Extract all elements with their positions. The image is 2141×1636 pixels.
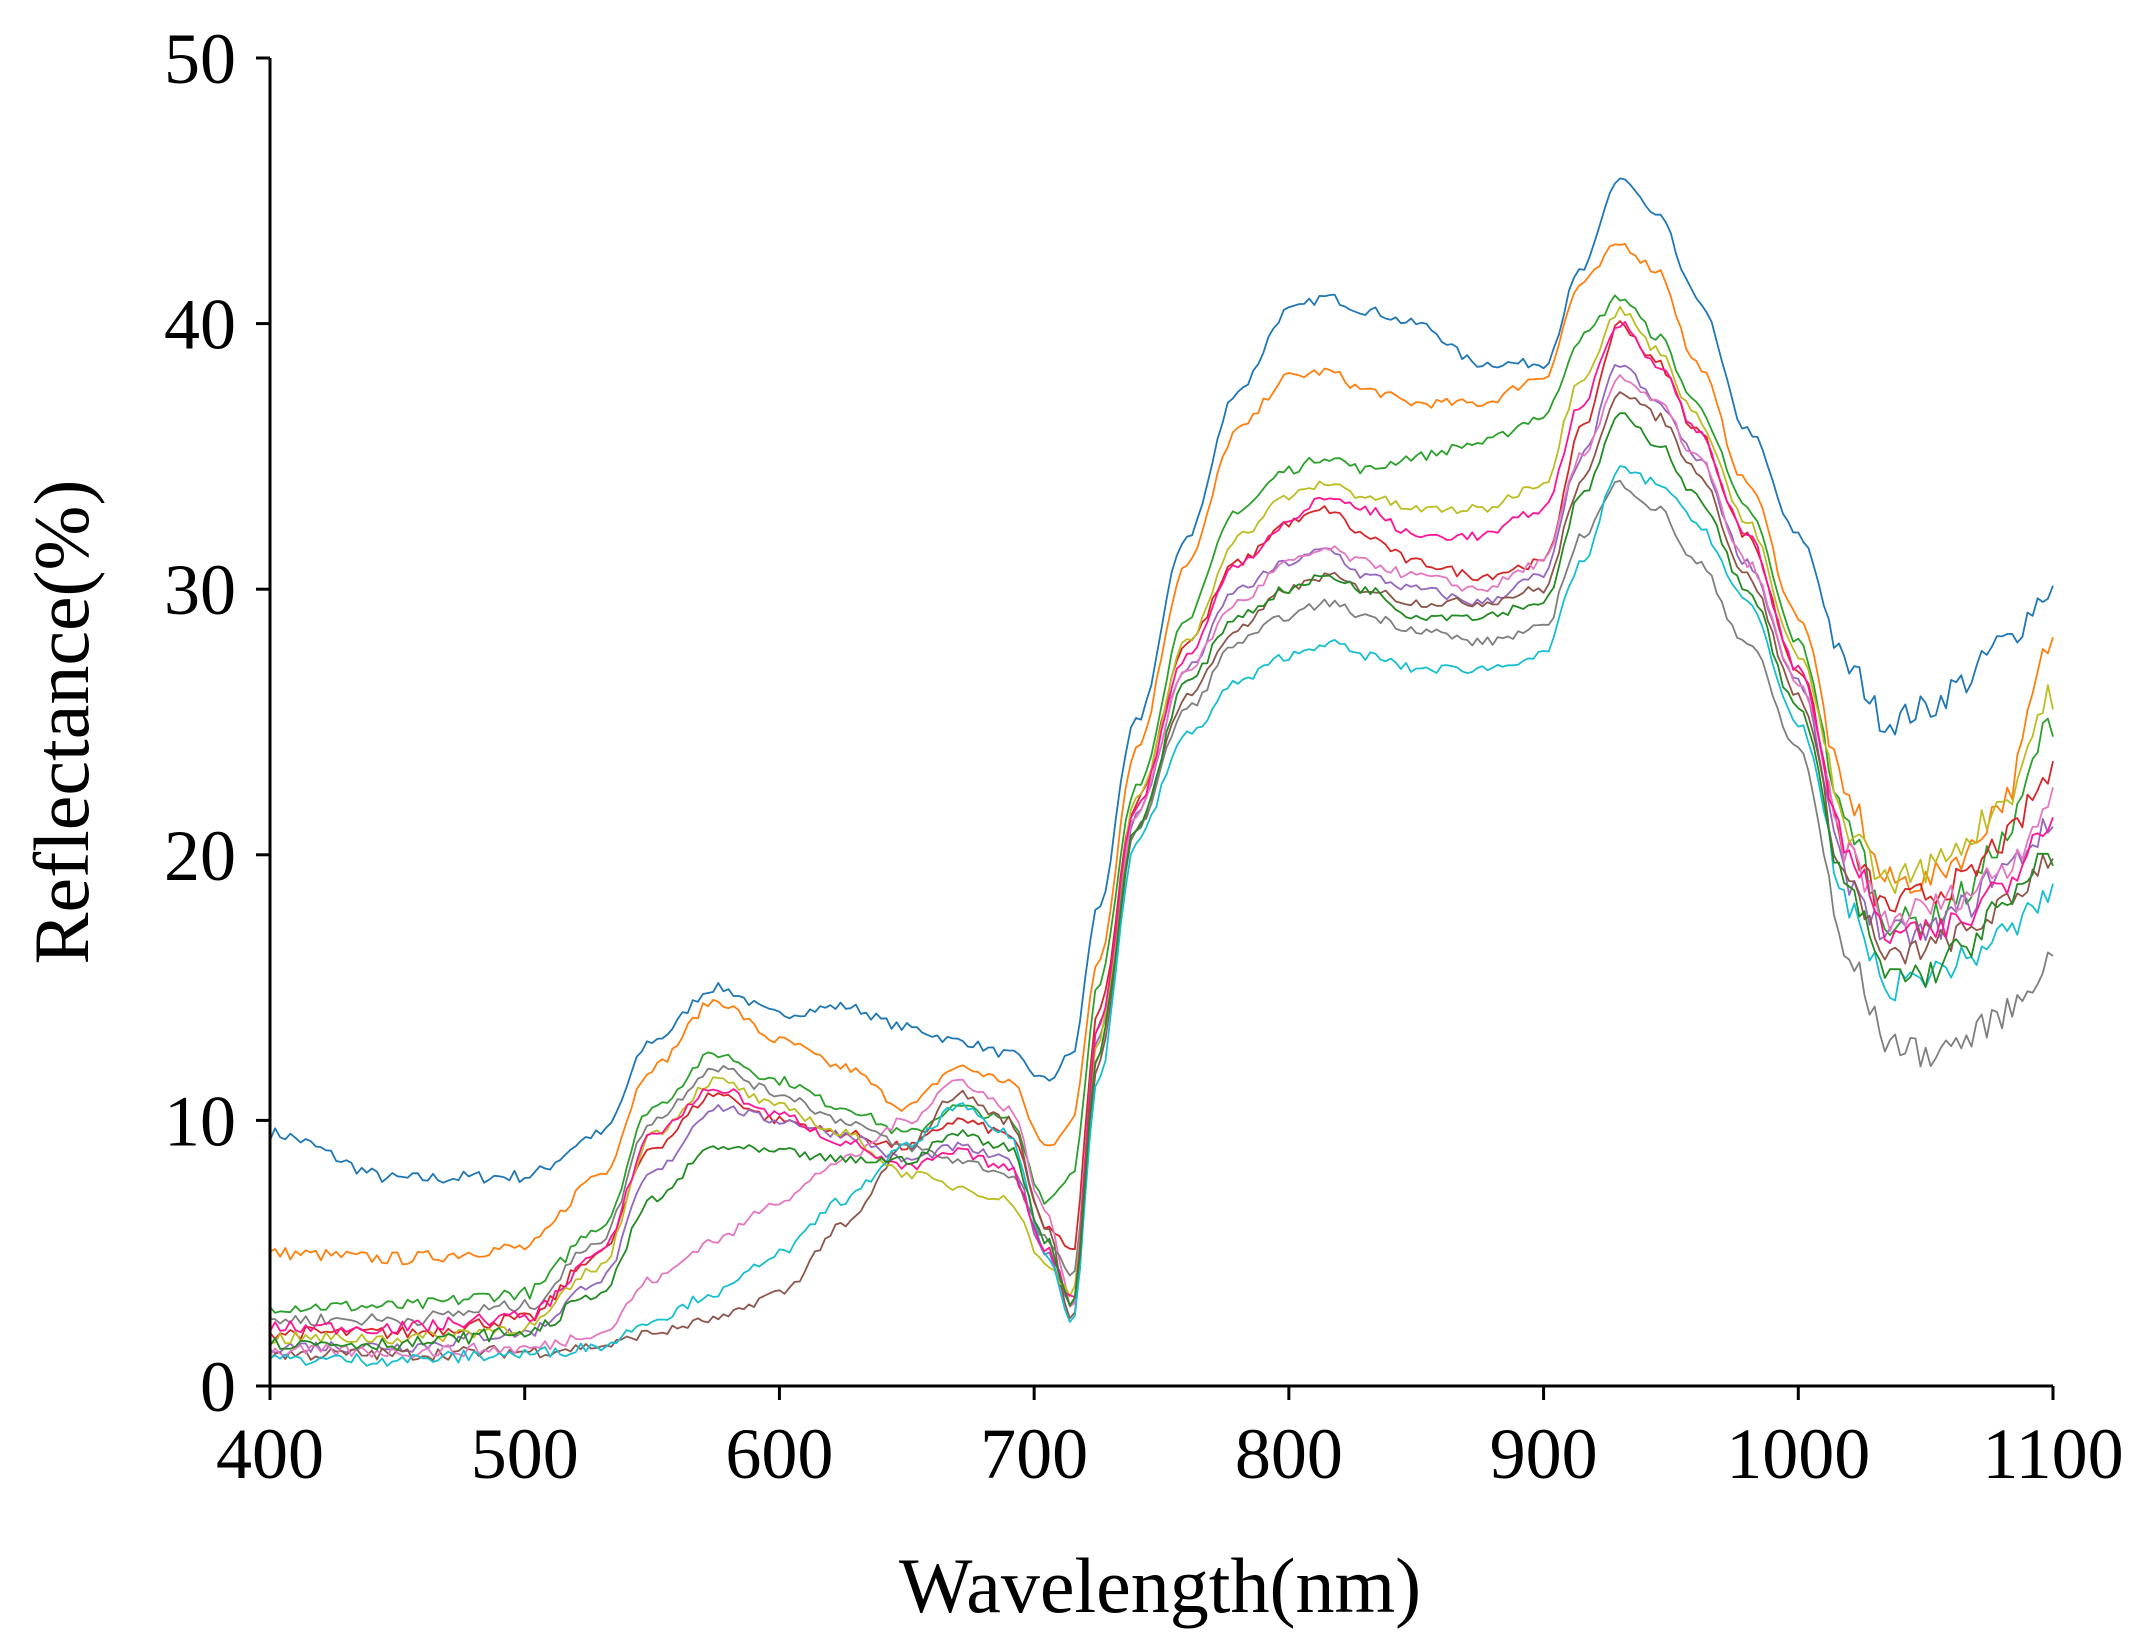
x-tick-label: 1000 xyxy=(1726,1414,1870,1494)
spectrum-series-3 xyxy=(269,294,2054,1314)
spectrum-series-1 xyxy=(269,177,2054,1184)
spectrum-series-8 xyxy=(269,479,2054,1327)
spectrum-series-6 xyxy=(269,391,2054,1362)
y-tick-label: 30 xyxy=(164,550,236,630)
spectrum-series-7 xyxy=(269,374,2054,1359)
spectra-series-group xyxy=(269,177,2054,1367)
x-tick-label: 1100 xyxy=(1982,1414,2123,1494)
y-tick-label: 50 xyxy=(164,19,236,99)
x-axis-title: Wavelength(nm) xyxy=(899,1542,1421,1629)
spectrum-series-2 xyxy=(269,243,2054,1266)
spectrum-series-12 xyxy=(269,412,2054,1351)
y-axis-title: Reflectance(%) xyxy=(18,480,105,965)
x-tick-label: 500 xyxy=(471,1414,579,1494)
y-tick-label: 20 xyxy=(164,816,236,896)
y-tick-label: 0 xyxy=(200,1347,236,1427)
x-tick-label: 800 xyxy=(1235,1414,1343,1494)
axis-ticks-group: 400 500 600 700 800 900 1000 1100 0 10 20 30 40 50 xyxy=(164,19,2124,1494)
x-tick-label: 600 xyxy=(725,1414,833,1494)
spectrum-series-11 xyxy=(269,320,2054,1335)
spectrum-series-4 xyxy=(269,320,2054,1341)
spectrum-series-9 xyxy=(269,305,2054,1345)
x-tick-label: 700 xyxy=(980,1414,1088,1494)
spectrum-series-5 xyxy=(269,363,2054,1354)
y-tick-label: 40 xyxy=(164,285,236,365)
x-tick-label: 400 xyxy=(216,1414,324,1494)
spectrum-series-10 xyxy=(269,465,2054,1367)
x-tick-label: 900 xyxy=(1490,1414,1598,1494)
y-tick-label: 10 xyxy=(164,1081,236,1161)
